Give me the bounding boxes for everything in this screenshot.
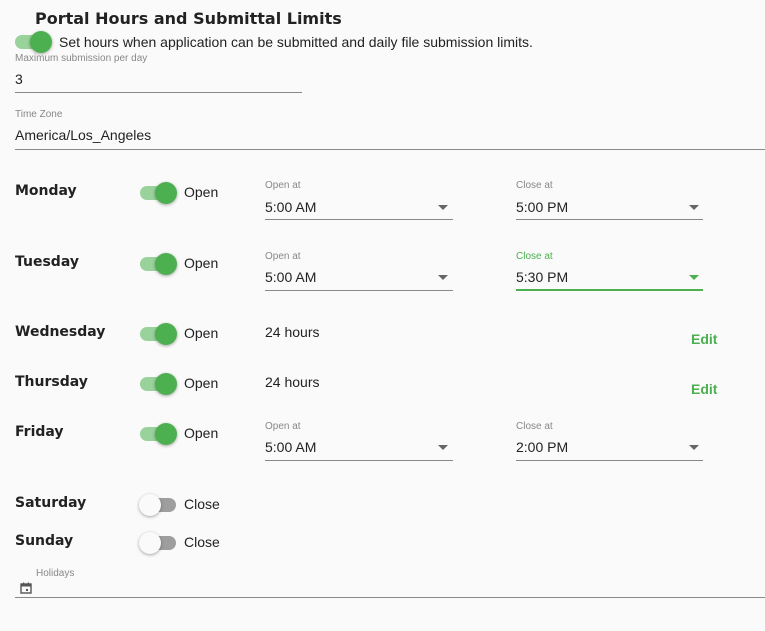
thursday-edit-button[interactable]: Edit: [691, 381, 718, 397]
holidays-underline: [15, 597, 765, 598]
holidays-input[interactable]: [15, 575, 765, 597]
thursday-hours: 24 hours: [265, 374, 320, 390]
tuesday-state: Open: [184, 255, 219, 271]
day-monday: Monday: [15, 183, 77, 199]
friday-open-underline: [265, 460, 453, 461]
day-thursday: Thursday: [15, 374, 88, 390]
page-title: Portal Hours and Submittal Limits: [35, 9, 342, 28]
tuesday-toggle[interactable]: [140, 253, 177, 275]
enable-hours-toggle[interactable]: [15, 31, 52, 53]
monday-close-select[interactable]: 5:00 PM: [516, 199, 703, 219]
holidays-label: Holidays: [36, 568, 75, 579]
tuesday-open-value: 5:00 AM: [265, 269, 317, 285]
friday-close-value: 2:00 PM: [516, 439, 569, 455]
wednesday-state: Open: [184, 325, 219, 341]
tuesday-close-underline: [516, 289, 703, 291]
chevron-down-icon: [689, 275, 699, 280]
sunday-toggle[interactable]: [139, 532, 176, 554]
monday-open-value: 5:00 AM: [265, 199, 317, 215]
chevron-down-icon: [689, 445, 699, 450]
monday-state: Open: [184, 184, 219, 200]
time-zone-label: Time Zone: [15, 109, 63, 120]
friday-open-label: Open at: [265, 421, 301, 432]
day-tuesday: Tuesday: [15, 254, 79, 270]
day-saturday: Saturday: [15, 495, 87, 511]
time-zone-underline: [15, 149, 765, 150]
friday-toggle[interactable]: [140, 423, 177, 445]
thursday-state: Open: [184, 375, 219, 391]
friday-state: Open: [184, 425, 219, 441]
friday-open-value: 5:00 AM: [265, 439, 317, 455]
friday-close-underline: [516, 460, 703, 461]
max-submission-underline: [15, 92, 302, 93]
max-submission-label: Maximum submission per day: [15, 53, 148, 64]
saturday-state: Close: [184, 496, 220, 512]
chevron-down-icon: [438, 275, 448, 280]
friday-close-select[interactable]: 2:00 PM: [516, 439, 703, 459]
monday-open-label: Open at: [265, 180, 301, 191]
wednesday-hours: 24 hours: [265, 324, 320, 340]
max-submission-input[interactable]: 3: [15, 71, 23, 87]
monday-toggle[interactable]: [140, 182, 177, 204]
sunday-state: Close: [184, 534, 220, 550]
day-sunday: Sunday: [15, 533, 74, 549]
monday-open-underline: [265, 219, 453, 220]
tuesday-close-select[interactable]: 5:30 PM: [516, 269, 703, 289]
tuesday-close-value: 5:30 PM: [516, 269, 569, 285]
chevron-down-icon: [689, 205, 699, 210]
saturday-toggle[interactable]: [139, 494, 176, 516]
tuesday-open-label: Open at: [265, 251, 301, 262]
monday-close-value: 5:00 PM: [516, 199, 569, 215]
chevron-down-icon: [438, 205, 448, 210]
monday-open-select[interactable]: 5:00 AM: [265, 199, 453, 219]
friday-close-label: Close at: [516, 421, 553, 432]
monday-close-underline: [516, 219, 703, 220]
monday-close-label: Close at: [516, 180, 553, 191]
tuesday-open-underline: [265, 290, 453, 291]
tuesday-open-select[interactable]: 5:00 AM: [265, 269, 453, 289]
wednesday-toggle[interactable]: [140, 323, 177, 345]
calendar-icon[interactable]: [20, 582, 32, 594]
day-wednesday: Wednesday: [15, 324, 106, 340]
time-zone-input[interactable]: America/Los_Angeles: [15, 127, 152, 143]
day-friday: Friday: [15, 424, 64, 440]
thursday-toggle[interactable]: [140, 373, 177, 395]
chevron-down-icon: [438, 445, 448, 450]
enable-hours-label: Set hours when application can be submit…: [59, 34, 533, 50]
wednesday-edit-button[interactable]: Edit: [691, 331, 718, 347]
tuesday-close-label: Close at: [516, 251, 553, 262]
friday-open-select[interactable]: 5:00 AM: [265, 439, 453, 459]
